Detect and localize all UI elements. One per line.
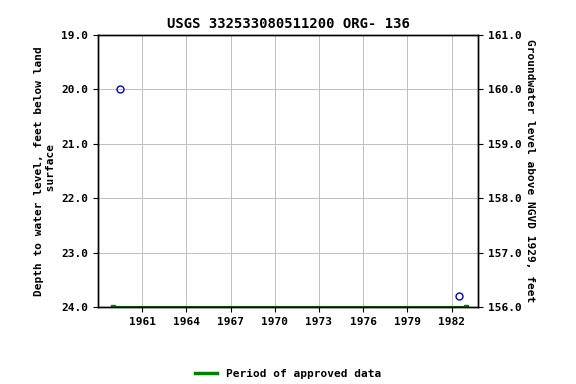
Y-axis label: Depth to water level, feet below land
 surface: Depth to water level, feet below land su…	[34, 46, 56, 296]
Legend: Period of approved data: Period of approved data	[191, 364, 385, 384]
Title: USGS 332533080511200 ORG- 136: USGS 332533080511200 ORG- 136	[166, 17, 410, 31]
Y-axis label: Groundwater level above NGVD 1929, feet: Groundwater level above NGVD 1929, feet	[525, 39, 536, 303]
